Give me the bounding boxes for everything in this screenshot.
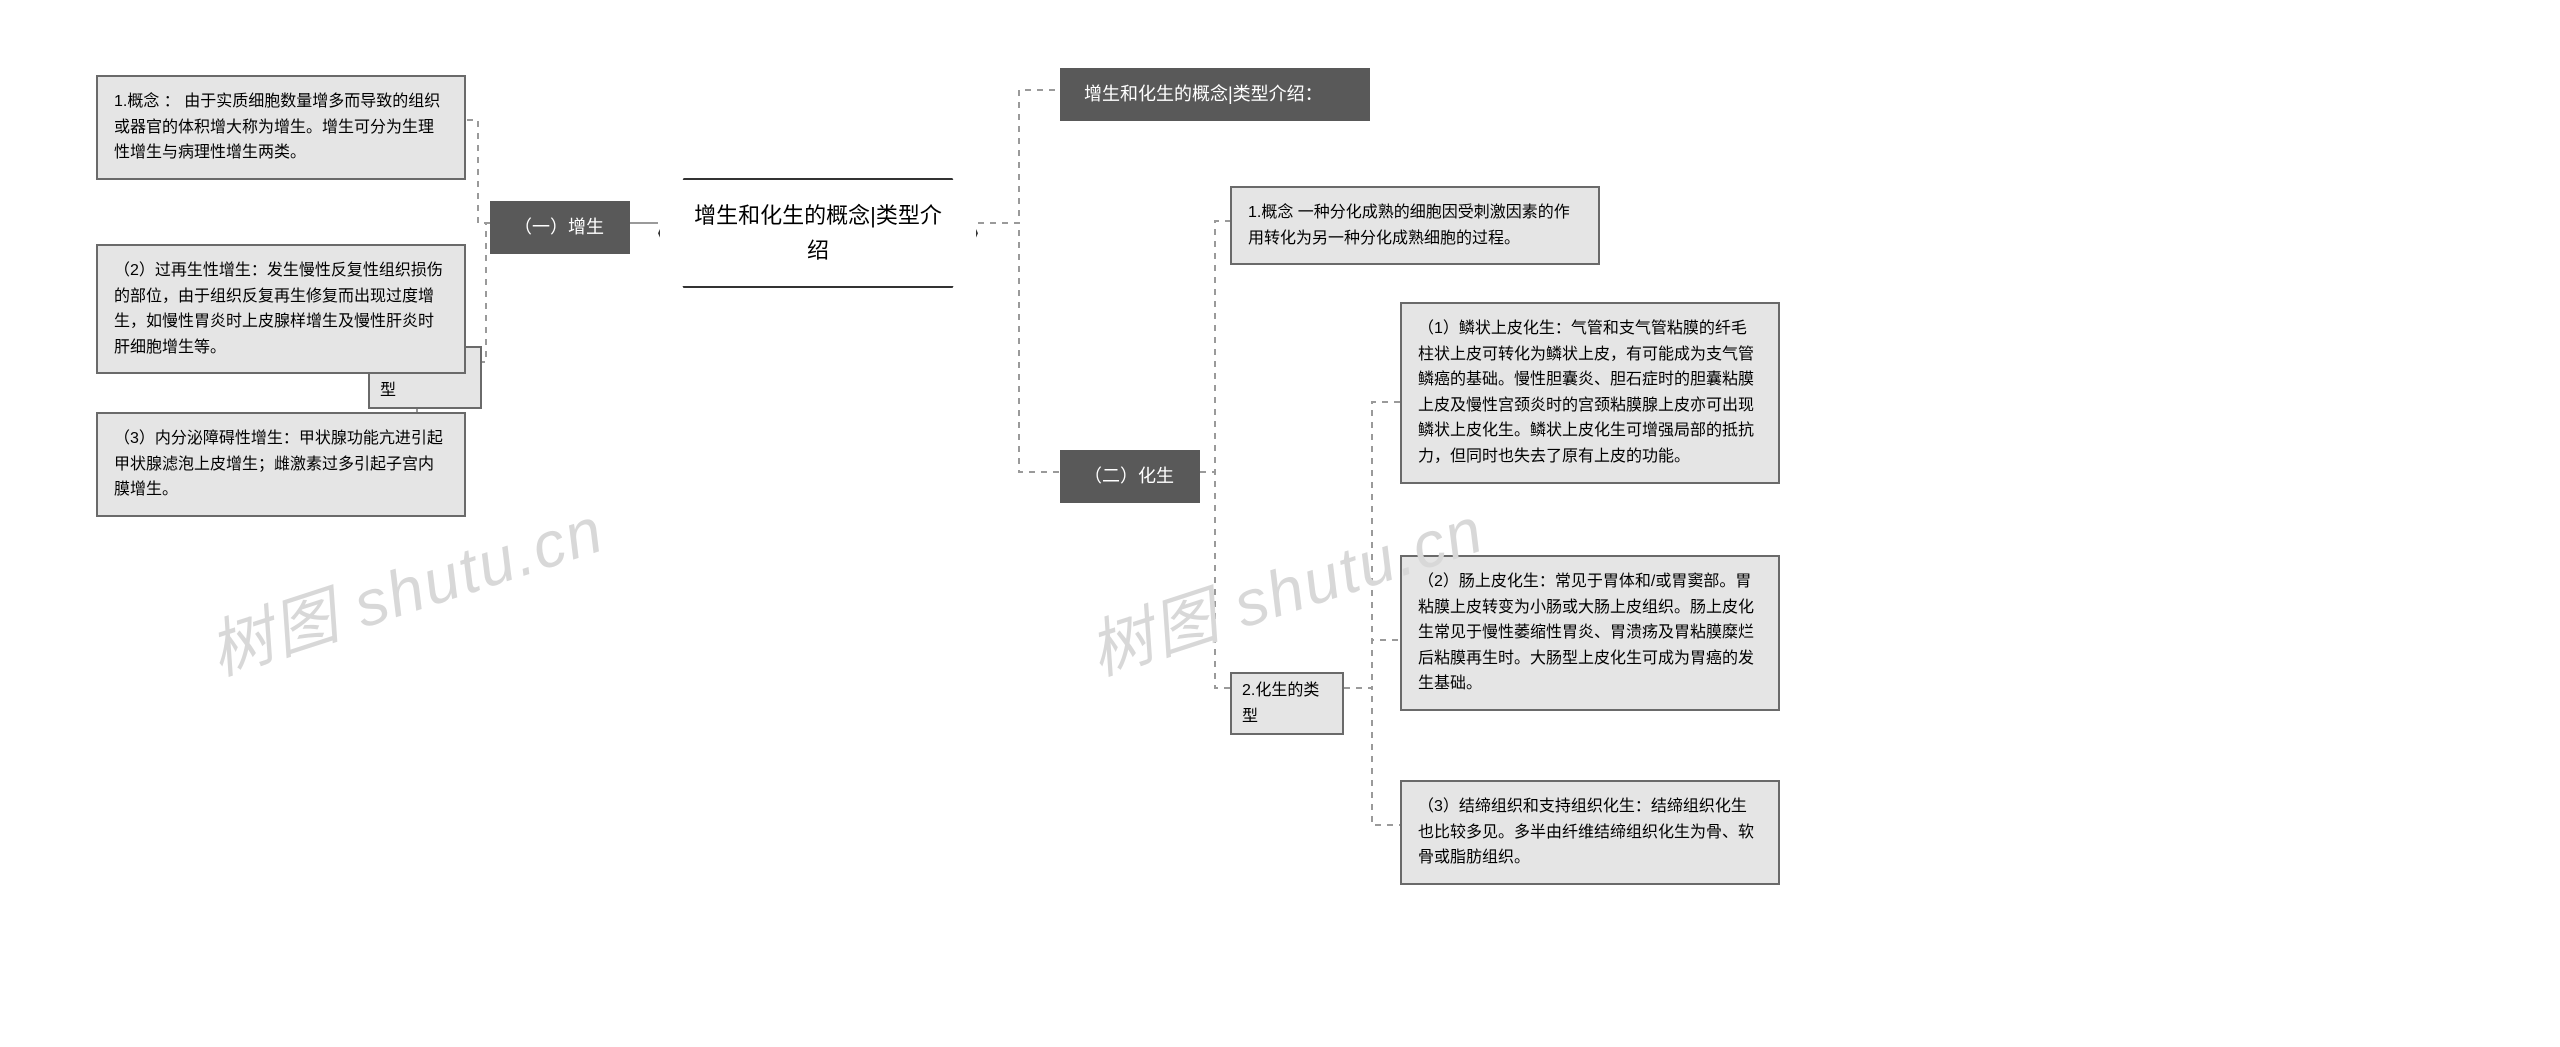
right-branch: （二）化生 [1060, 450, 1200, 503]
mindmap-canvas: 增生和化生的概念|类型介绍 （一）增生 1.概念 ： 由于实质细胞数量增多而导致… [0, 0, 2560, 1047]
right-type-3: （3）结缔组织和支持组织化生：结缔组织化生也比较多见。多半由纤维结缔组织化生为骨… [1400, 780, 1780, 885]
right-type-1: （1）鳞状上皮化生：气管和支气管粘膜的纤毛柱状上皮可转化为鳞状上皮，有可能成为支… [1400, 302, 1780, 484]
right-concept: 1.概念 一种分化成熟的细胞因受刺激因素的作用转化为另一种分化成熟细胞的过程。 [1230, 186, 1600, 265]
center-node: 增生和化生的概念|类型介绍 [658, 178, 978, 288]
left-type-3: （3）内分泌障碍性增生：甲状腺功能亢进引起甲状腺滤泡上皮增生；雌激素过多引起子宫… [96, 412, 466, 517]
right-type-2: （2）肠上皮化生：常见于胃体和/或胃窦部。胃粘膜上皮转变为小肠或大肠上皮组织。肠… [1400, 555, 1780, 711]
right-header: 增生和化生的概念|类型介绍： [1060, 68, 1370, 121]
left-concept: 1.概念 ： 由于实质细胞数量增多而导致的组织或器官的体积增大称为增生。增生可分… [96, 75, 466, 180]
left-branch: （一）增生 [490, 201, 630, 254]
right-type-label: 2.化生的类型 [1230, 672, 1344, 735]
left-type-2: （2）过再生性增生：发生慢性反复性组织损伤的部位，由于组织反复再生修复而出现过度… [96, 244, 466, 374]
